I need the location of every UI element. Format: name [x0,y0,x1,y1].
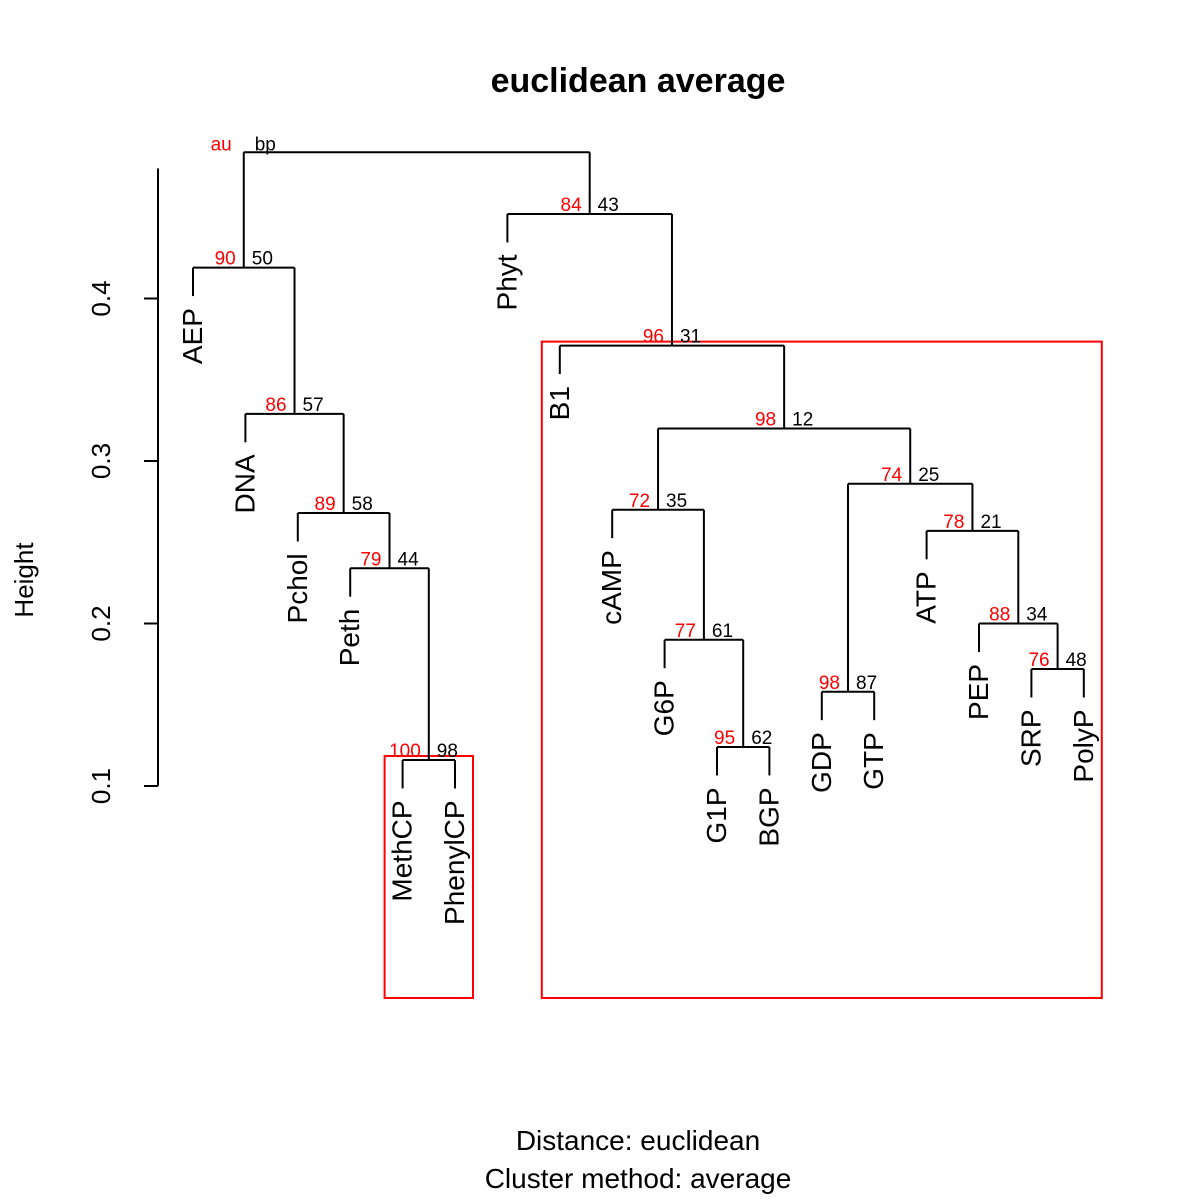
bp-value-3: 58 [352,494,373,515]
leaf-label-GTP: GTP [858,732,889,790]
au-value-10: 76 [1028,650,1049,671]
y-tick-label-3: 0.4 [86,280,116,316]
bp-value-14: 12 [792,410,813,431]
au-value-11: 88 [989,605,1010,626]
bp-value-9: 87 [856,673,877,694]
leaf-label-GDP: GDP [806,732,837,793]
bp-value-13: 25 [918,465,939,486]
leaf-label-G6P: G6P [649,680,680,736]
dendrogram-tree [192,151,1085,789]
au-value-14: 98 [755,410,776,431]
au-value-15: 96 [643,327,664,348]
leaf-label-Phyt: Phyt [491,254,522,310]
leaf-label-PolyP: PolyP [1068,709,1099,782]
y-tick-label-1: 0.2 [86,605,116,641]
bp-value-15: 31 [680,327,701,348]
y-axis-label: Height [9,542,39,618]
au-value-9: 98 [819,673,840,694]
bp-value-1: 98 [437,741,458,762]
leaf-label-DNA: DNA [229,454,260,513]
bp-value-4: 57 [303,395,324,416]
bp-value-7: 61 [712,621,733,642]
highlight-box-1 [540,340,1103,999]
leaf-label-PhenylCP: PhenylCP [439,800,470,925]
au-value-6: 95 [714,728,735,749]
leaf-label-cAMP: cAMP [596,550,627,625]
leaf-label-G1P: G1P [701,787,732,843]
leaf-label-PEP: PEP [963,664,994,720]
bp-value-8: 35 [666,491,687,512]
y-tick-label-0: 0.1 [86,768,116,804]
au-value-2: 79 [360,549,381,570]
bp-value-5: 50 [252,249,273,270]
leaf-label-MethCP: MethCP [387,800,418,901]
subtitle-cluster-method: Cluster method: average [485,1163,792,1194]
au-value-4: 86 [265,395,286,416]
leaf-label-BGP: BGP [753,787,784,846]
au-value-1: 100 [389,741,421,762]
bp-value-10: 48 [1066,650,1087,671]
leaf-label-Peth: Peth [334,609,365,667]
bp-value-11: 34 [1026,605,1048,626]
chart-title: euclidean average [491,62,786,100]
au-value-13: 74 [881,465,903,486]
leaf-labels: MethCP PhenylCP Peth Pchol DNA AEP G1P BGP G6P cA… [177,254,1099,925]
leaf-label-ATP: ATP [911,571,942,623]
legend-bp: bp [255,134,276,155]
y-axis: 0.1 0.2 0.3 0.4 [86,168,159,804]
au-value-7: 77 [675,621,696,642]
bp-value-16: 43 [598,195,619,216]
au-value-8: 72 [629,491,650,512]
leaf-label-B1: B1 [544,386,575,420]
au-value-16: 84 [561,195,583,216]
leaf-label-SRP: SRP [1015,709,1046,767]
leaf-label-Pchol: Pchol [282,553,313,623]
y-tick-label-2: 0.3 [86,443,116,479]
leaf-label-AEP: AEP [177,308,208,364]
au-value-5: 90 [215,249,236,270]
au-value-3: 89 [315,494,336,515]
bp-value-12: 21 [980,512,1001,533]
p-value-labels: 100 98 79 44 89 58 86 57 90 50 95 62 77 61 72 35 98 87 76 4… [211,134,1087,762]
bp-value-2: 44 [398,549,420,570]
subtitle-distance: Distance: euclidean [516,1125,760,1156]
bp-value-6: 62 [751,728,772,749]
legend-au: au [211,134,232,155]
au-value-12: 78 [943,512,964,533]
